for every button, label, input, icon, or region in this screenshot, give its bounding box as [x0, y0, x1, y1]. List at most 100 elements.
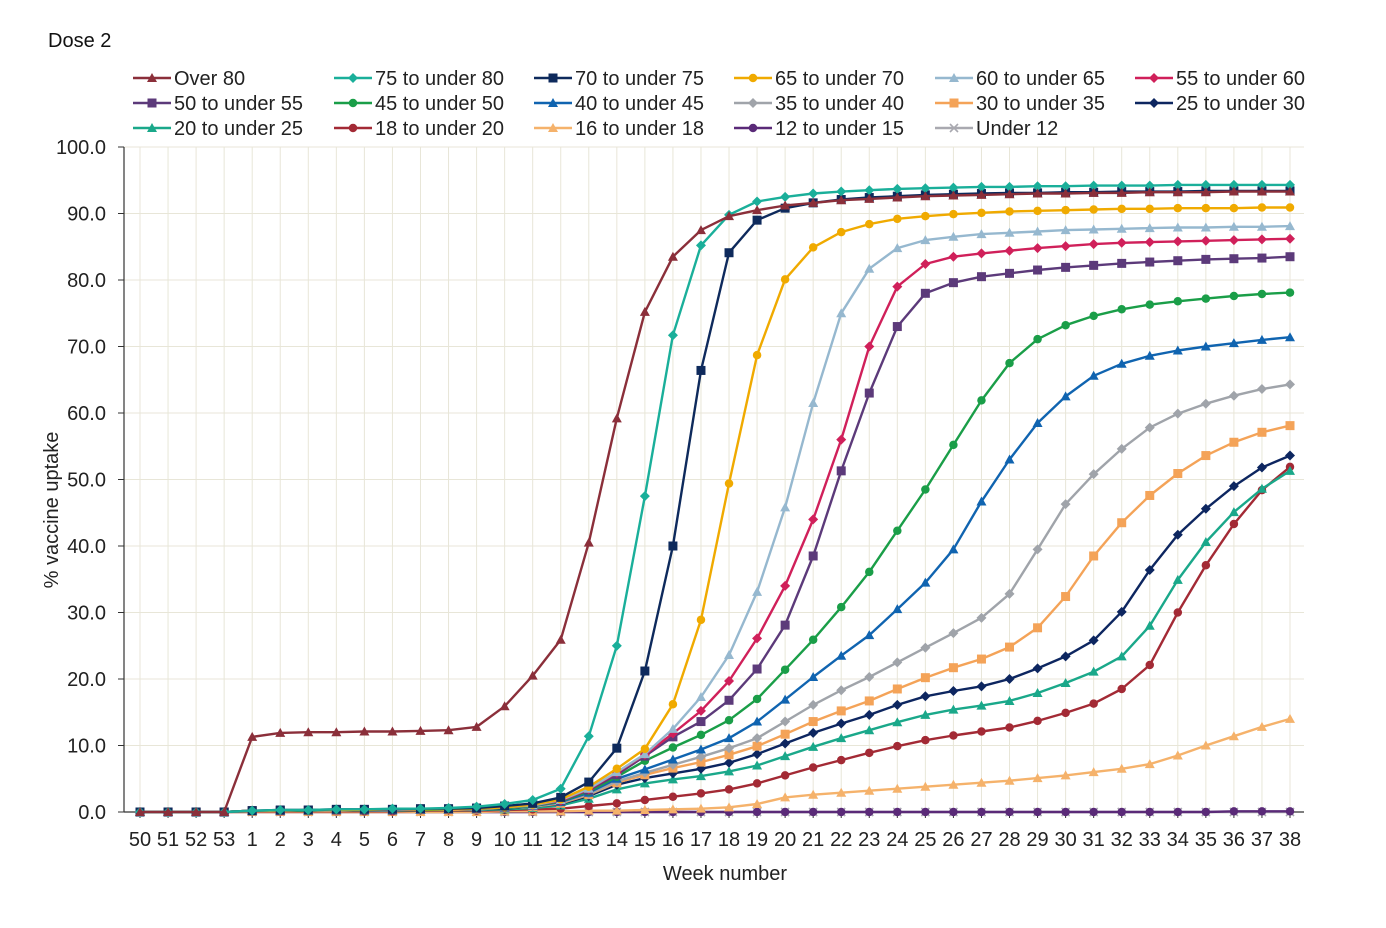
data-point	[752, 799, 763, 809]
x-tick-label: 6	[387, 829, 398, 851]
data-point	[548, 123, 558, 132]
data-point	[808, 398, 819, 408]
y-tick-label: 100.0	[56, 137, 106, 159]
data-point	[1004, 189, 1015, 199]
x-tick-label: 2	[275, 829, 286, 851]
x-tick-label: 24	[886, 829, 908, 851]
data-point	[864, 341, 875, 352]
data-point	[808, 635, 818, 645]
data-point	[1032, 773, 1043, 783]
data-point	[836, 227, 846, 237]
data-point	[1200, 398, 1211, 409]
x-tick-label: 51	[157, 829, 179, 851]
series-line	[140, 190, 1290, 814]
data-point	[1256, 384, 1267, 395]
data-point	[864, 672, 875, 683]
data-point	[1004, 181, 1015, 192]
data-point	[1228, 179, 1239, 190]
x-tick-label: 18	[718, 829, 740, 851]
data-point	[443, 803, 454, 814]
data-point	[1005, 268, 1015, 278]
data-point	[836, 308, 847, 318]
data-point	[976, 496, 987, 506]
data-point	[1060, 391, 1071, 401]
data-point	[920, 235, 931, 245]
data-point	[331, 804, 342, 815]
data-point	[1005, 358, 1014, 368]
data-point	[1285, 713, 1295, 723]
data-point	[1004, 454, 1015, 464]
series-line	[140, 206, 1290, 814]
data-point	[1285, 179, 1295, 190]
data-point	[864, 630, 875, 640]
legend-label: 65 to under 70	[775, 68, 904, 90]
data-point	[1172, 236, 1183, 247]
data-point	[808, 188, 819, 199]
data-point	[1116, 223, 1127, 233]
data-point	[1088, 767, 1099, 777]
data-point	[1201, 203, 1211, 213]
data-point	[1032, 687, 1043, 697]
data-point	[387, 726, 398, 736]
x-tick-label: 52	[185, 829, 207, 851]
x-tick-label: 15	[634, 829, 656, 851]
data-point	[836, 755, 846, 765]
data-point	[724, 750, 734, 760]
data-point	[1285, 421, 1295, 431]
series-25-to-under-30	[135, 450, 1295, 817]
data-point	[780, 665, 790, 674]
y-tick-label: 10.0	[67, 736, 106, 758]
data-point	[752, 350, 762, 360]
series-30-to-under-35	[135, 421, 1295, 817]
data-point	[948, 251, 959, 262]
x-axis-label: Week number	[663, 863, 787, 885]
data-point	[387, 803, 398, 814]
data-point	[1061, 807, 1070, 817]
y-tick-label: 90.0	[67, 204, 106, 226]
data-point	[724, 743, 735, 754]
x-tick-label: 17	[690, 829, 712, 851]
data-point	[752, 779, 762, 788]
data-point	[695, 225, 706, 235]
data-point	[443, 725, 454, 735]
data-point	[724, 802, 735, 812]
data-point	[1285, 332, 1295, 342]
data-point	[1061, 320, 1070, 330]
data-point	[724, 766, 735, 776]
data-point	[1172, 574, 1183, 584]
x-tick-label: 27	[970, 829, 992, 851]
data-point	[668, 541, 678, 551]
data-point	[808, 717, 818, 727]
data-point	[1172, 408, 1183, 419]
data-point	[667, 774, 678, 784]
data-point	[1116, 237, 1127, 248]
data-point	[752, 716, 763, 726]
data-point	[752, 733, 763, 744]
data-point	[1033, 716, 1042, 726]
data-point	[303, 805, 314, 816]
data-point	[808, 243, 818, 252]
data-point	[667, 330, 678, 341]
data-point	[808, 807, 818, 817]
legend-item: 40 to under 45	[534, 93, 704, 115]
data-point	[864, 185, 875, 196]
data-point	[808, 727, 819, 738]
data-point	[949, 98, 959, 108]
data-point	[667, 723, 678, 733]
data-point	[921, 485, 930, 494]
data-point	[752, 807, 762, 817]
data-point	[752, 694, 762, 704]
data-point	[976, 654, 986, 664]
data-point	[865, 748, 874, 758]
data-point	[1144, 620, 1155, 630]
legend-item: 45 to under 50	[334, 93, 504, 115]
data-point	[1117, 518, 1127, 528]
legend-item: 18 to under 20	[334, 118, 504, 140]
x-tick-label: 19	[746, 829, 768, 851]
data-point	[247, 731, 258, 741]
data-point	[1004, 588, 1015, 599]
data-point	[949, 209, 958, 219]
x-tick-label: 38	[1279, 829, 1301, 851]
legend-label: 45 to under 50	[375, 93, 504, 115]
data-point	[1201, 294, 1211, 303]
